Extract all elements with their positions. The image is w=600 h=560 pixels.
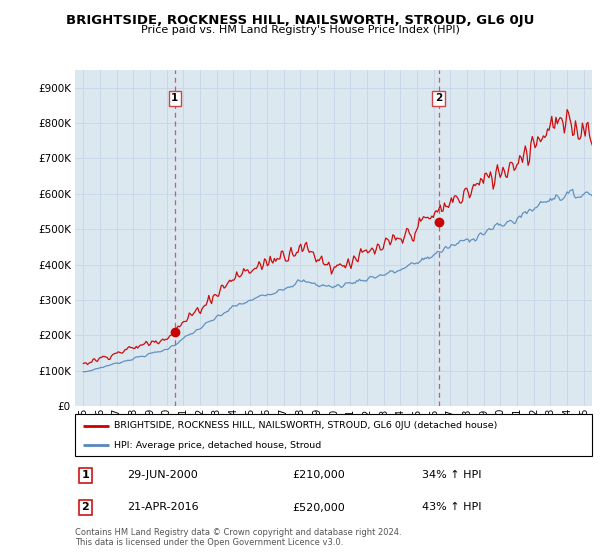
- Text: 1: 1: [172, 94, 179, 103]
- Text: 43% ↑ HPI: 43% ↑ HPI: [422, 502, 481, 512]
- Text: 21-APR-2016: 21-APR-2016: [127, 502, 199, 512]
- Text: HPI: Average price, detached house, Stroud: HPI: Average price, detached house, Stro…: [114, 441, 321, 450]
- Text: £520,000: £520,000: [292, 502, 345, 512]
- Text: 34% ↑ HPI: 34% ↑ HPI: [422, 470, 481, 480]
- FancyBboxPatch shape: [75, 414, 592, 456]
- Text: £210,000: £210,000: [292, 470, 345, 480]
- Text: 2: 2: [435, 94, 442, 103]
- Text: 1: 1: [82, 470, 89, 480]
- Text: Price paid vs. HM Land Registry's House Price Index (HPI): Price paid vs. HM Land Registry's House …: [140, 25, 460, 35]
- Text: BRIGHTSIDE, ROCKNESS HILL, NAILSWORTH, STROUD, GL6 0JU (detached house): BRIGHTSIDE, ROCKNESS HILL, NAILSWORTH, S…: [114, 421, 497, 430]
- Text: 29-JUN-2000: 29-JUN-2000: [127, 470, 197, 480]
- Text: 2: 2: [82, 502, 89, 512]
- Text: BRIGHTSIDE, ROCKNESS HILL, NAILSWORTH, STROUD, GL6 0JU: BRIGHTSIDE, ROCKNESS HILL, NAILSWORTH, S…: [66, 14, 534, 27]
- Text: Contains HM Land Registry data © Crown copyright and database right 2024.
This d: Contains HM Land Registry data © Crown c…: [75, 528, 401, 547]
